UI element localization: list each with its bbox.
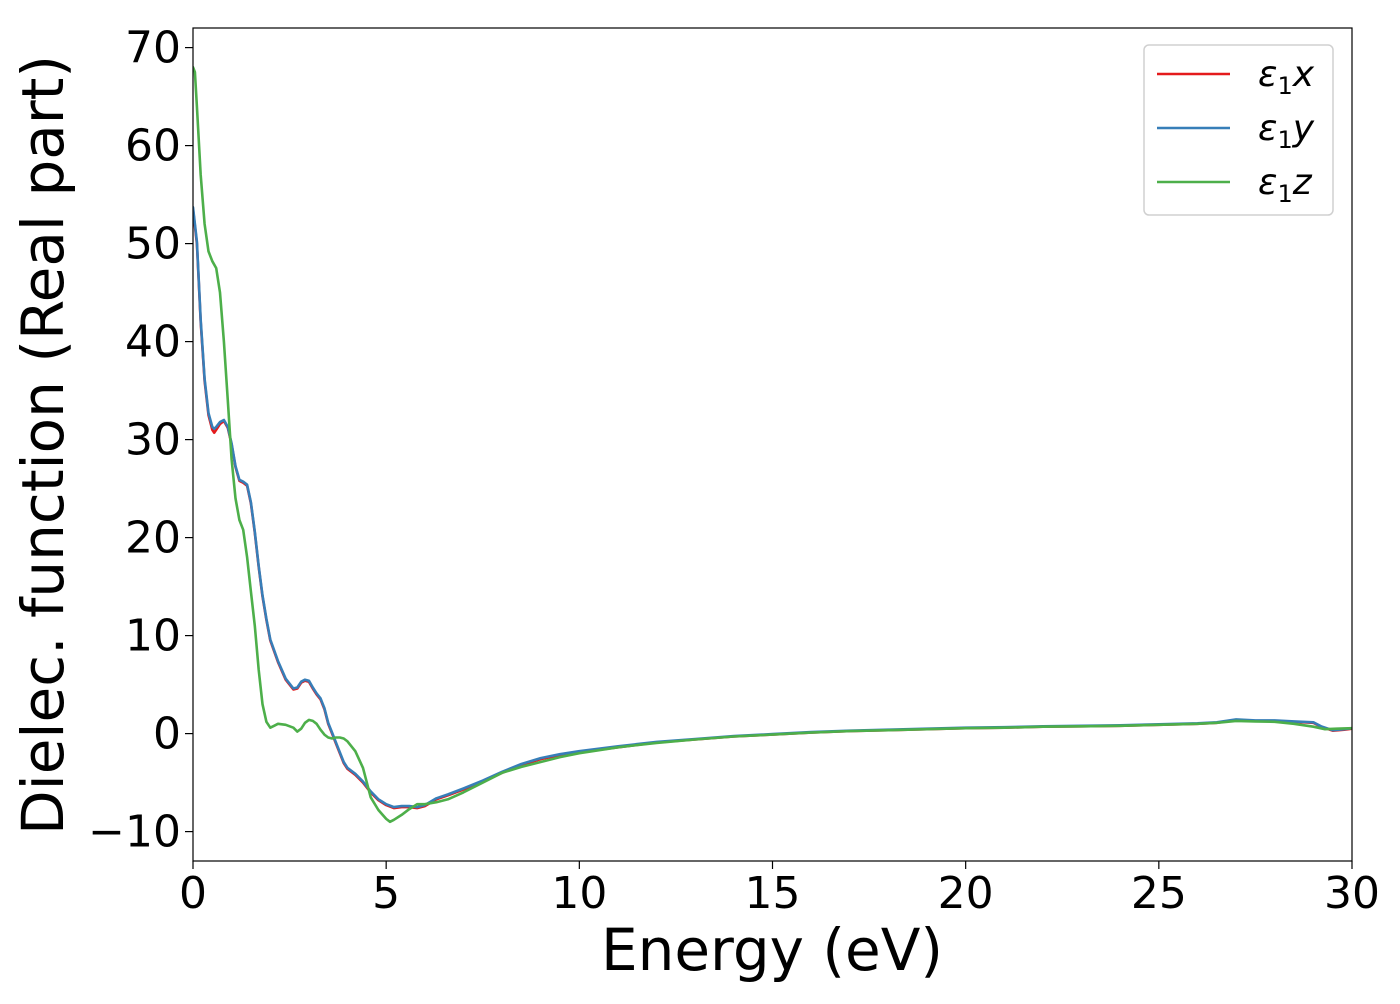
x-tick-label: 30 bbox=[1324, 868, 1380, 919]
legend-frame bbox=[1143, 44, 1334, 216]
x-tick-label: 10 bbox=[551, 868, 607, 919]
legend-label-y: ε1y bbox=[1258, 108, 1315, 154]
y-tick-label: 20 bbox=[125, 513, 181, 564]
y-tick-label: 50 bbox=[125, 219, 181, 270]
x-tick-label: 20 bbox=[938, 868, 994, 919]
legend-label-z: ε1z bbox=[1258, 162, 1313, 208]
y-tick-label: −10 bbox=[88, 807, 181, 858]
y-tick-label: 10 bbox=[125, 611, 181, 662]
series-layer bbox=[193, 65, 1352, 824]
x-tick-label: 0 bbox=[179, 868, 207, 919]
x-tick-label: 5 bbox=[372, 868, 400, 919]
y-axis: −10 0 10 20 30 40 50 60 70 bbox=[88, 23, 193, 858]
legend-label-x: ε1x bbox=[1258, 54, 1315, 100]
x-tick-label: 25 bbox=[1131, 868, 1187, 919]
legend: ε1x ε1y ε1z bbox=[1143, 44, 1334, 216]
y-axis-label: Dielec. function (Real part) bbox=[9, 55, 77, 835]
y-tick-label: 30 bbox=[125, 415, 181, 466]
y-tick-label: 0 bbox=[153, 709, 181, 760]
y-tick-label: 70 bbox=[125, 23, 181, 74]
y-tick-label: 40 bbox=[125, 317, 181, 368]
x-tick-label: 15 bbox=[745, 868, 801, 919]
y-tick-label: 60 bbox=[125, 121, 181, 172]
x-axis-label: Energy (eV) bbox=[601, 916, 943, 984]
x-axis: 0 5 10 15 20 25 30 bbox=[179, 861, 1380, 919]
series-line-z bbox=[193, 65, 1352, 824]
